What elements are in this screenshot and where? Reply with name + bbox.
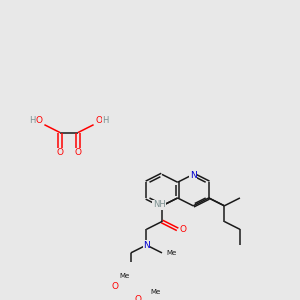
Text: O: O bbox=[36, 116, 43, 125]
Text: Me: Me bbox=[166, 250, 176, 256]
Text: Me: Me bbox=[150, 289, 161, 295]
Text: O: O bbox=[179, 225, 186, 234]
Text: O: O bbox=[95, 116, 102, 125]
Text: O: O bbox=[56, 148, 64, 157]
Text: O: O bbox=[112, 282, 119, 291]
Text: N: N bbox=[143, 241, 150, 250]
Text: N: N bbox=[190, 171, 196, 180]
Text: Me: Me bbox=[119, 273, 130, 279]
Text: O: O bbox=[74, 148, 82, 157]
Text: H: H bbox=[29, 116, 36, 125]
Text: NH: NH bbox=[153, 200, 165, 209]
Text: H: H bbox=[102, 116, 109, 125]
Text: O: O bbox=[135, 296, 142, 300]
